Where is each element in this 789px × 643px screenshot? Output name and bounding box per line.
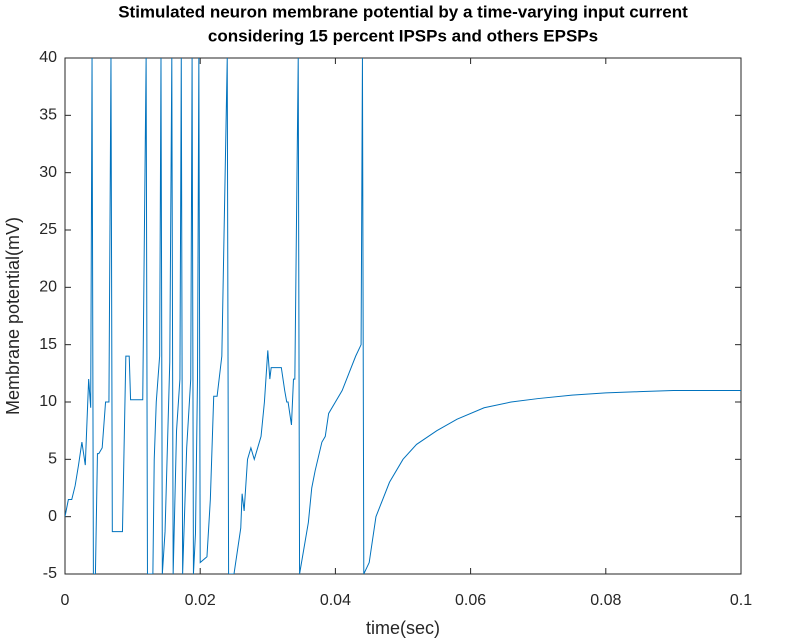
y-tick-label: 10 — [39, 393, 57, 410]
y-tick-label: 25 — [39, 221, 57, 238]
y-axis-label: Membrane potential(mV) — [3, 217, 23, 415]
y-tick-label: 35 — [39, 107, 57, 124]
y-tick-label: 15 — [39, 336, 57, 353]
data-line — [65, 58, 741, 574]
y-tick-label: 0 — [48, 508, 57, 525]
x-tick-label: 0 — [61, 592, 70, 609]
x-tick-label: 0.06 — [455, 592, 486, 609]
y-tick-label: 5 — [48, 451, 57, 468]
y-tick-label: 20 — [39, 279, 57, 296]
x-tick-label: 0.1 — [730, 592, 752, 609]
x-tick-label: 0.02 — [185, 592, 216, 609]
y-tick-label: 30 — [39, 164, 57, 181]
x-axis-label: time(sec) — [366, 618, 440, 638]
y-tick-label: -5 — [43, 565, 57, 582]
plot-area — [64, 57, 742, 575]
x-tick-label: 0.08 — [590, 592, 621, 609]
chart-title: considering 15 percent IPSPs and others … — [208, 26, 598, 45]
y-tick-label: 40 — [39, 49, 57, 66]
chart-title: Stimulated neuron membrane potential by … — [118, 2, 688, 21]
x-tick-label: 0.04 — [320, 592, 351, 609]
